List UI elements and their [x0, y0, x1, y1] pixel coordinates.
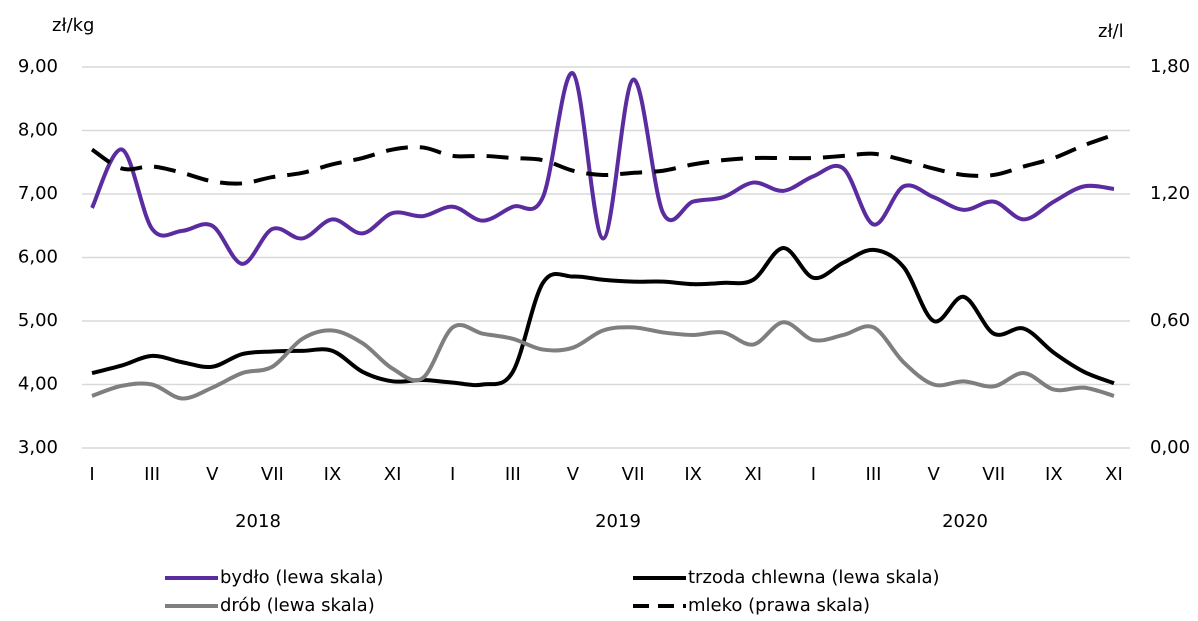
x-tick-label: VII [261, 464, 284, 485]
x-tick-label: VII [622, 464, 645, 485]
y2-tick-label: 1,80 [1150, 56, 1190, 77]
x-tick-label: V [567, 464, 580, 485]
year-label: 2020 [942, 511, 988, 532]
series-line [90, 132, 1115, 186]
y-tick-label: 6,00 [18, 247, 58, 268]
x-tick-label: III [866, 464, 882, 485]
x-tick-label: IX [684, 464, 702, 485]
y-tick-label: 7,00 [18, 183, 58, 204]
y-tick-label: 8,00 [18, 120, 58, 141]
x-tick-label: I [450, 464, 455, 485]
x-tick-label: XI [1105, 464, 1123, 485]
y2-tick-label: 1,20 [1150, 183, 1190, 204]
x-tick-label: VII [982, 464, 1005, 485]
legend-label: trzoda chlewna (lewa skala) [688, 567, 940, 588]
x-tick-label: IX [1045, 464, 1063, 485]
y-tick-label: 4,00 [18, 374, 58, 395]
series-line [91, 320, 1115, 401]
y2-tick-label: 0,00 [1150, 437, 1190, 458]
x-tick-label: V [927, 464, 940, 485]
legend-label: bydło (lewa skala) [220, 567, 384, 588]
y2-axis-label: zł/l [1098, 21, 1124, 42]
legend-label: mleko (prawa skala) [688, 595, 870, 616]
y-tick-label: 5,00 [18, 310, 58, 331]
x-tick-label: I [89, 464, 94, 485]
legend-label: drób (lewa skala) [220, 595, 375, 616]
year-label: 2018 [235, 511, 281, 532]
series-line [91, 245, 1115, 388]
x-tick-label: I [811, 464, 816, 485]
x-tick-label: XI [744, 464, 762, 485]
x-tick-label: III [505, 464, 521, 485]
x-tick-label: IX [324, 464, 342, 485]
series-line [90, 71, 1115, 266]
y2-tick-label: 0,60 [1150, 310, 1190, 331]
x-tick-label: V [206, 464, 219, 485]
y-tick-label: 9,00 [18, 56, 58, 77]
x-tick-label: XI [384, 464, 402, 485]
x-tick-label: III [144, 464, 160, 485]
year-label: 2019 [595, 511, 641, 532]
y-tick-label: 3,00 [18, 437, 58, 458]
y-axis-label: zł/kg [52, 15, 94, 36]
